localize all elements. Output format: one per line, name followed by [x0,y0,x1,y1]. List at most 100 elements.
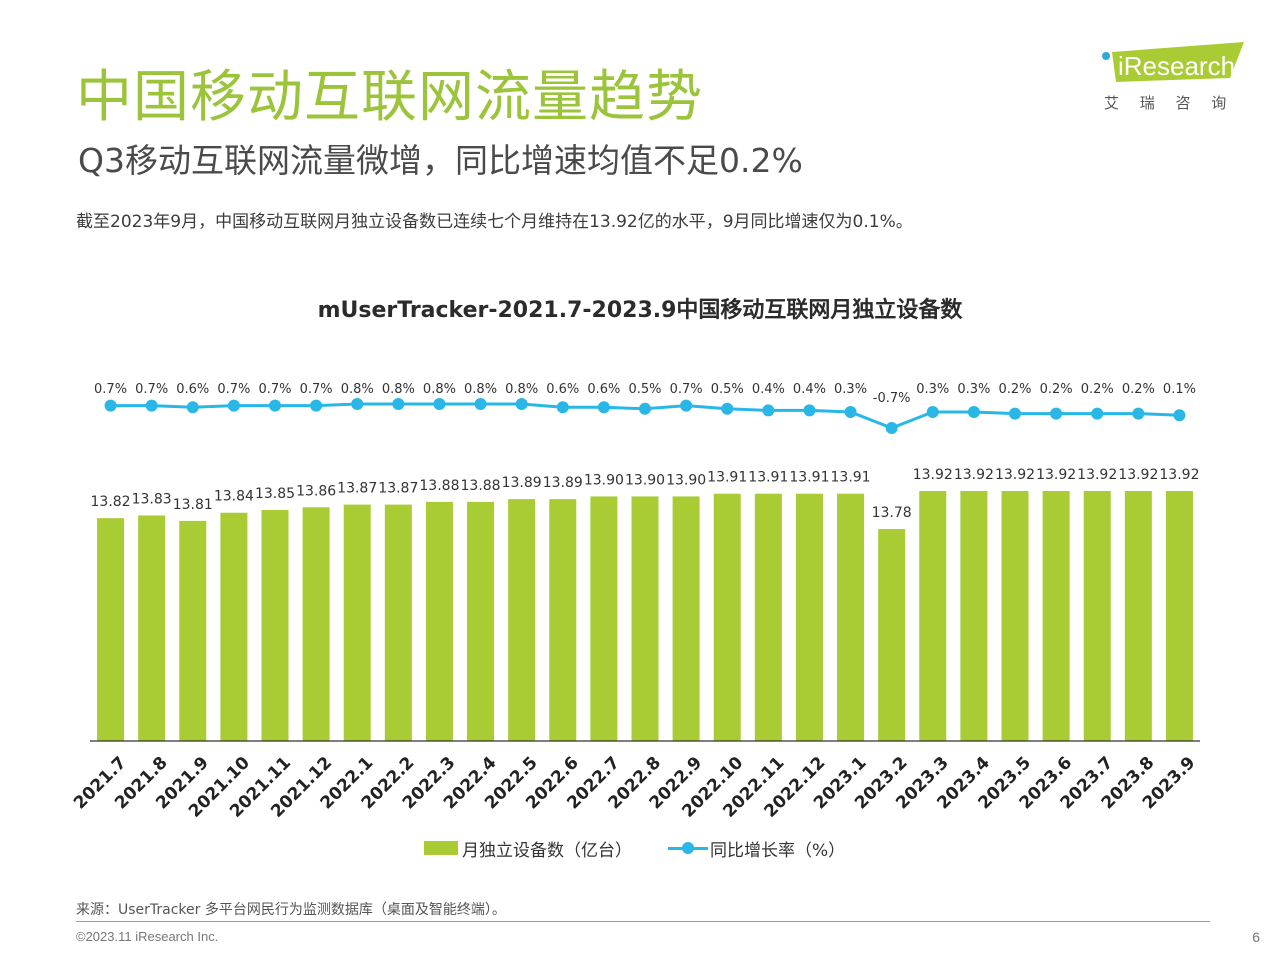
growth-value-label: 0.3% [916,382,949,397]
bars-layer [97,491,1193,741]
growth-value-label: 0.8% [341,382,374,397]
bar-value-label: 13.89 [502,475,542,491]
bar-2022.10 [713,493,741,741]
growth-point-2022.4 [474,398,487,410]
bar-2021.7 [97,518,125,741]
bar-value-label: 13.91 [707,470,747,486]
bar-value-label: 13.81 [173,497,213,513]
bar-2022.1 [343,504,371,741]
growth-point-2021.12 [310,399,323,412]
bar-value-label: 13.78 [872,505,912,521]
bar-value-label: 13.82 [91,494,131,510]
growth-value-label: 0.7% [94,382,127,397]
growth-line-layer [104,398,1186,434]
bar-value-label: 13.92 [1118,467,1158,483]
bar-value-label: 13.92 [913,467,953,483]
chart-title: mUserTracker-2021.7-2023.9中国移动互联网月独立设备数 [317,298,963,323]
growth-value-label: 0.7% [217,382,250,397]
bar-2023.9 [1165,491,1193,741]
bar-2022.2 [384,504,412,741]
growth-point-2023.2 [885,422,898,434]
bar-value-label: 13.88 [461,478,501,494]
bar-value-label: 13.92 [1077,467,1117,483]
bar-2022.11 [754,493,782,741]
bar-value-label: 13.91 [748,470,788,486]
growth-point-2022.1 [351,398,364,410]
growth-point-2023.9 [1173,409,1186,422]
growth-point-2023.7 [1091,407,1104,420]
growth-point-2022.6 [556,401,569,414]
growth-value-label: 0.3% [834,382,867,397]
growth-value-label: 0.6% [176,382,209,397]
growth-point-2023.6 [1050,407,1063,420]
bar-value-label: 13.92 [995,467,1035,483]
growth-value-label: -0.7% [873,391,911,406]
growth-point-2022.2 [392,398,405,410]
logo-dot [1102,52,1110,60]
growth-labels-layer: 0.7% 0.7% 0.6% 0.7% 0.7% 0.7% 0.8% 0.8% 0.8% 0.8%… [94,382,1196,406]
growth-point-2021.7 [104,399,117,412]
growth-value-label: 0.2% [998,382,1031,397]
legend-item-growth: 同比增长率（%） [668,836,845,861]
bar-2022.4 [467,501,495,741]
growth-point-2022.5 [515,398,528,410]
summary-text: 截至2023年9月，中国移动互联网月独立设备数已连续七个月维持在13.92亿的水… [76,212,913,232]
growth-value-label: 0.2% [1040,382,1073,397]
growth-point-2023.4 [967,406,980,418]
bar-value-label: 13.88 [419,478,459,494]
growth-value-label: 0.4% [793,382,826,397]
growth-value-label: 0.8% [464,382,497,397]
growth-point-2022.11 [762,404,775,417]
growth-value-label: 0.8% [505,382,538,397]
bar-2023.5 [1001,491,1029,741]
bar-2021.12 [302,507,330,741]
source-note: 来源：UserTracker 多平台网民行为监测数据库（桌面及智能终端）。 [76,902,506,918]
page-title: 中国移动互联网流量趋势 [76,65,703,130]
growth-value-label: 0.1% [1163,382,1196,397]
legend-item-devices: 月独立设备数（亿台） [424,836,632,861]
iresearch-logo: iResearch 艾 瑞 咨 询 [1102,42,1244,112]
logo-brand-text: iResearch [1118,51,1235,81]
growth-value-label: 0.3% [957,382,990,397]
copyright: ©2023.11 iResearch Inc. [76,929,219,944]
bar-2023.2 [878,529,906,741]
growth-value-label: 0.6% [587,382,620,397]
growth-value-label: 0.2% [1122,382,1155,397]
bar-value-label: 13.90 [584,472,624,488]
bar-2023.4 [960,491,988,741]
growth-value-label: 0.8% [382,382,415,397]
bar-2022.3 [425,501,453,741]
growth-point-2021.10 [227,399,240,412]
bar-2022.9 [672,496,700,741]
bar-value-label: 13.87 [337,481,377,497]
bar-2022.5 [508,499,536,741]
bar-value-label: 13.91 [789,470,829,486]
bar-value-label: 13.90 [666,472,706,488]
growth-value-label: 0.8% [423,382,456,397]
bar-2021.11 [261,510,289,741]
growth-point-2022.7 [597,401,610,414]
growth-value-label: 0.7% [258,382,291,397]
bar-value-label: 13.90 [625,472,665,488]
legend: 月独立设备数（亿台） 同比增长率（%） [0,836,1280,861]
bar-2023.1 [837,493,865,741]
legend-bar-swatch [424,841,458,855]
growth-value-label: 0.2% [1081,382,1114,397]
page-number: 6 [1252,929,1260,945]
growth-point-2022.10 [721,402,734,415]
bar-value-label: 13.87 [378,481,418,497]
page-subtitle: Q3移动互联网流量微增，同比增速均值不足0.2% [78,141,803,180]
x-tick-labels: 2021.72021.82021.92021.102021.112021.122… [70,753,1199,822]
bar-value-label: 13.84 [214,489,254,505]
bar-2021.9 [179,520,207,741]
bar-2022.8 [631,496,659,741]
growth-point-2023.5 [1009,407,1021,420]
bar-2022.7 [590,496,618,741]
growth-point-2021.9 [186,401,199,414]
growth-value-label: 0.6% [546,382,579,397]
bar-value-label: 13.92 [1159,467,1199,483]
legend-label-devices: 月独立设备数（亿台） [462,840,632,861]
bar-2023.3 [919,491,947,741]
footer-divider [76,921,1210,922]
